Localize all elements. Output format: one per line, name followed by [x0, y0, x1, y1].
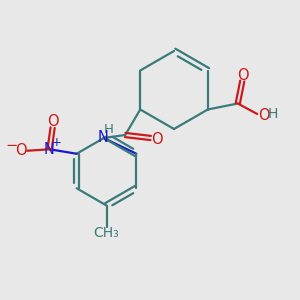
Text: H: H [268, 107, 278, 121]
Text: O: O [237, 68, 249, 82]
Text: CH₃: CH₃ [94, 226, 119, 240]
Text: N: N [44, 142, 55, 157]
Text: O: O [258, 108, 270, 123]
Text: O: O [15, 143, 26, 158]
Text: H: H [104, 123, 114, 136]
Text: −: − [5, 138, 18, 153]
Text: O: O [152, 132, 163, 147]
Text: +: + [51, 136, 61, 149]
Text: O: O [47, 114, 58, 129]
Text: N: N [98, 130, 109, 146]
